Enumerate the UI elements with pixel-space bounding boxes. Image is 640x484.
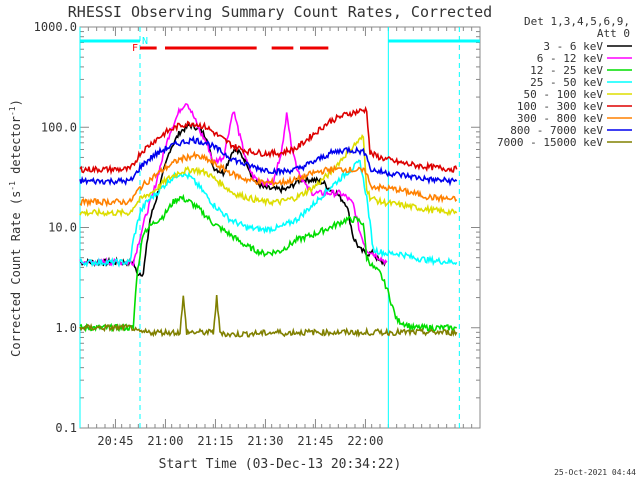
y-label-sup-1: -1 bbox=[8, 181, 17, 191]
legend-header-line: Att 0 bbox=[597, 27, 630, 40]
legend-label: 100 - 300 keV bbox=[517, 100, 603, 113]
x-tick-label: 21:45 bbox=[297, 434, 333, 448]
x-axis-label: Start Time (03-Dec-13 20:34:22) bbox=[159, 457, 402, 472]
y-label-suffix: ) bbox=[9, 99, 23, 106]
series-line-4 bbox=[79, 134, 458, 218]
y-label-sup-2: -1 bbox=[8, 106, 17, 116]
legend-label: 12 - 25 keV bbox=[530, 64, 603, 77]
series-line-7 bbox=[79, 135, 458, 187]
x-tick-label: 21:30 bbox=[247, 434, 283, 448]
legend-label: 6 - 12 keV bbox=[537, 52, 604, 65]
plot-area: 0.1 1.0 10.0 100.0 1000.0 20:45 21:00 21:15 21:3… bbox=[34, 20, 481, 448]
flag-annotation-f: F bbox=[132, 43, 138, 54]
series-line-8 bbox=[79, 295, 458, 339]
legend-label: 800 - 7000 keV bbox=[510, 124, 603, 137]
y-tick-label: 100.0 bbox=[41, 120, 77, 134]
legend-label: 25 - 50 keV bbox=[530, 76, 603, 89]
y-tick-label: 1.0 bbox=[55, 321, 77, 335]
y-tick-label: 0.1 bbox=[55, 421, 77, 435]
series-line-5 bbox=[79, 105, 458, 176]
series-line-1 bbox=[79, 103, 388, 268]
y-axis-label: Corrected Count Rate (s-1 detector-1) bbox=[8, 99, 23, 357]
y-tick-label: 10.0 bbox=[48, 221, 77, 235]
legend-header-line: Det 1,3,4,5,6,9, bbox=[524, 15, 630, 28]
legend-label: 3 - 6 keV bbox=[543, 40, 603, 53]
footer-date: 25-Oct-2021 04:44 bbox=[554, 468, 636, 477]
y-label-prefix: Corrected Count Rate (s bbox=[9, 191, 23, 357]
y-label-mid: detector bbox=[9, 116, 23, 181]
x-tick-label: 21:15 bbox=[197, 434, 233, 448]
x-tick-label: 20:45 bbox=[97, 434, 133, 448]
legend-label: 50 - 100 keV bbox=[524, 88, 604, 101]
y-tick-label: 1000.0 bbox=[34, 20, 77, 34]
chart-title: RHESSI Observing Summary Count Rates, Co… bbox=[68, 3, 492, 21]
series-line-6 bbox=[79, 150, 458, 208]
series-line-2 bbox=[79, 193, 457, 333]
x-tick-label: 21:00 bbox=[147, 434, 183, 448]
series-line-3 bbox=[79, 159, 458, 268]
x-tick-label: 22:00 bbox=[347, 434, 383, 448]
flag-annotation-n: N bbox=[142, 36, 148, 47]
legend-label: 300 - 800 keV bbox=[517, 112, 603, 125]
legend-label: 7000 - 15000 keV bbox=[497, 136, 603, 149]
